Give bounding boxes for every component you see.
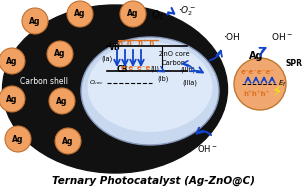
Text: Ag: Ag [249, 51, 263, 61]
Text: Ag: Ag [127, 9, 139, 19]
Text: (IIIb): (IIIb) [181, 67, 196, 73]
Text: Carbon shell: Carbon shell [20, 77, 68, 85]
Circle shape [55, 128, 81, 154]
Text: $O_2$: $O_2$ [151, 8, 165, 22]
Circle shape [49, 88, 75, 114]
Text: OH$^-$: OH$^-$ [271, 32, 293, 43]
Text: Ternary Photocatalyst (Ag-ZnO@C): Ternary Photocatalyst (Ag-ZnO@C) [51, 176, 255, 186]
Circle shape [234, 58, 286, 110]
Text: ZnO core: ZnO core [159, 51, 189, 57]
Ellipse shape [2, 5, 227, 173]
Text: $O_{vac}$: $O_{vac}$ [89, 79, 104, 88]
Text: (Ia): (Ia) [101, 56, 113, 62]
Text: (IIIa): (IIIa) [182, 80, 197, 86]
Circle shape [120, 1, 146, 27]
Text: $\cdot O_2^-$: $\cdot O_2^-$ [178, 4, 196, 18]
Text: (II): (II) [151, 66, 159, 72]
Text: CB: CB [116, 65, 128, 74]
Text: Ag: Ag [6, 94, 18, 104]
Text: Ag: Ag [6, 57, 18, 66]
Text: Ag: Ag [54, 50, 66, 59]
Circle shape [47, 41, 73, 67]
Text: ⚡: ⚡ [272, 84, 282, 98]
Text: Carbon: Carbon [162, 60, 186, 66]
Text: Ag: Ag [56, 97, 68, 105]
Text: Ag: Ag [74, 9, 86, 19]
Text: OH$^-$: OH$^-$ [197, 143, 217, 154]
Text: Ag: Ag [62, 136, 74, 146]
Text: $E_f$: $E_f$ [278, 79, 287, 89]
Text: e⁻e⁻e⁻e⁻: e⁻e⁻e⁻e⁻ [241, 69, 275, 75]
Text: Ag: Ag [29, 16, 41, 26]
Circle shape [0, 86, 25, 112]
Text: VB: VB [109, 43, 121, 52]
Text: SPR: SPR [285, 60, 303, 68]
Text: Ag: Ag [12, 135, 24, 143]
Circle shape [0, 48, 25, 74]
Ellipse shape [81, 37, 219, 145]
Circle shape [5, 126, 31, 152]
Text: e⁻e⁻e⁻e⁻: e⁻e⁻e⁻e⁻ [121, 65, 155, 71]
Ellipse shape [88, 42, 212, 132]
Circle shape [22, 8, 48, 34]
Text: (Ib): (Ib) [157, 76, 169, 82]
Text: h⁺h⁺h⁺: h⁺h⁺h⁺ [244, 91, 270, 97]
Text: $\cdot$OH: $\cdot$OH [223, 32, 241, 43]
Circle shape [67, 1, 93, 27]
Text: h⁺h⁺ h⁺ h⁺: h⁺h⁺ h⁺ h⁺ [118, 40, 158, 46]
